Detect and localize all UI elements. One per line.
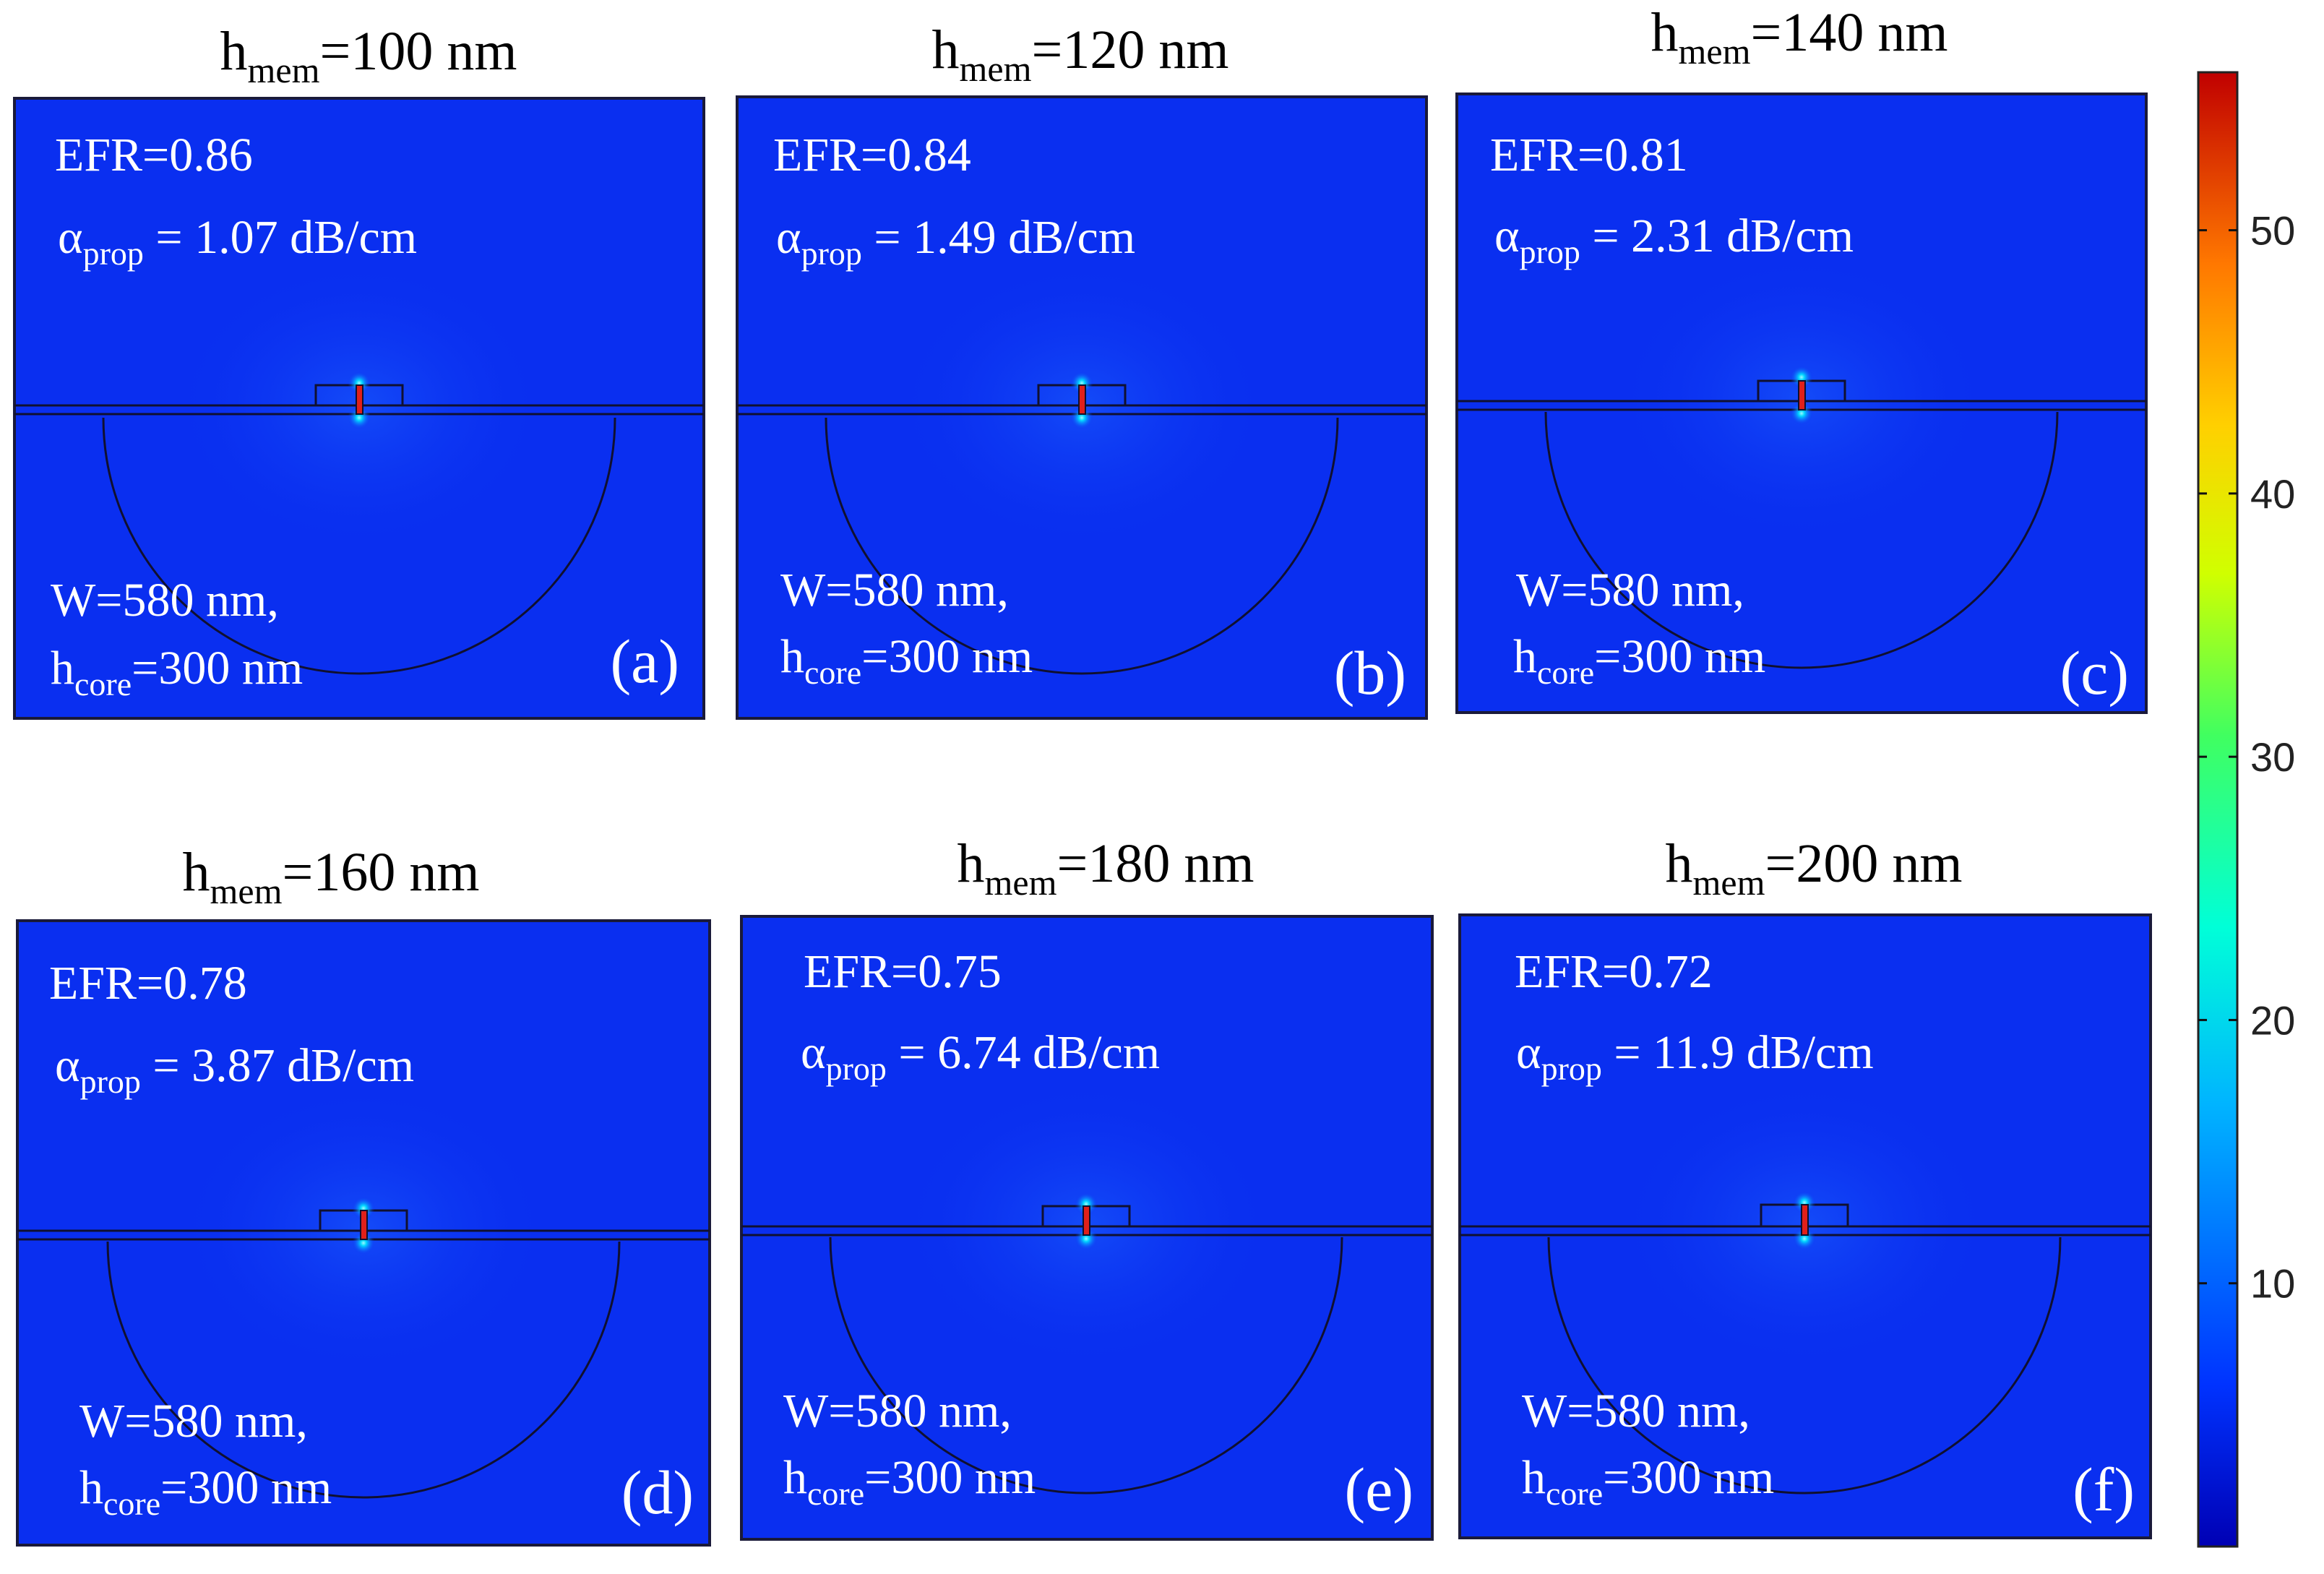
width-label: W=580 nm, <box>780 564 1009 616</box>
colorbar-tick-label: 40 <box>2250 471 2295 517</box>
slot-core <box>1801 1204 1809 1236</box>
substrate-boundary <box>829 1237 1343 1495</box>
slot-core <box>356 384 363 415</box>
colorbar-gradient <box>2197 71 2239 1548</box>
slot-core <box>1083 1205 1090 1236</box>
loss-label: αprop = 6.74 dB/cm <box>801 1026 1160 1087</box>
core-height-label: hcore=300 nm <box>79 1461 332 1522</box>
width-label: W=580 nm, <box>1522 1385 1750 1437</box>
panel-title: hmem=180 nm <box>957 833 1254 903</box>
width-label: W=580 nm, <box>51 574 279 627</box>
field-hotspot-top <box>352 1197 375 1220</box>
panel-title: hmem=160 nm <box>183 842 480 911</box>
colorbar-tick-label: 10 <box>2250 1261 2295 1307</box>
core-height-label: hcore=300 nm <box>780 630 1033 691</box>
colorbar-tick-label: 30 <box>2250 734 2295 780</box>
efr-label: EFR=0.78 <box>49 957 247 1010</box>
slot-core <box>360 1210 368 1240</box>
field-hotspot-top <box>1075 1192 1098 1216</box>
loss-label: αprop = 1.07 dB/cm <box>58 211 417 272</box>
efr-label: EFR=0.84 <box>773 129 971 181</box>
substrate-boundary <box>1544 411 2059 669</box>
loss-label: αprop = 3.87 dB/cm <box>55 1039 414 1100</box>
core-height-label: hcore=300 nm <box>1513 630 1765 691</box>
field-hotspot-bottom <box>1075 1227 1098 1250</box>
field-hotspot-top <box>1790 366 1813 389</box>
core-height-label: hcore=300 nm <box>1522 1451 1774 1512</box>
efr-label: EFR=0.86 <box>55 129 253 181</box>
panel-label: (e) <box>1345 1455 1413 1524</box>
loss-label: αprop = 11.9 dB/cm <box>1516 1026 1874 1087</box>
slot-core <box>1078 384 1086 415</box>
loss-label: αprop = 1.49 dB/cm <box>776 211 1135 272</box>
field-hotspot-top <box>1793 1191 1816 1214</box>
substrate-boundary <box>102 417 616 675</box>
field-hotspot-bottom <box>352 1231 375 1255</box>
panel-label: (f) <box>2073 1455 2135 1524</box>
core-height-label: hcore=300 nm <box>783 1451 1036 1512</box>
efr-label: EFR=0.75 <box>804 945 1002 998</box>
efr-label: EFR=0.81 <box>1490 129 1688 181</box>
core-height-label: hcore=300 nm <box>51 642 303 702</box>
panel-title: hmem=200 nm <box>1666 833 1963 903</box>
loss-label: αprop = 2.31 dB/cm <box>1494 210 1854 270</box>
substrate-boundary <box>825 417 1339 675</box>
colorbar-ticks: 50 40 30 20 10 <box>2198 208 2295 1307</box>
slot-core <box>1798 380 1806 410</box>
field-hotspot-top <box>348 371 371 395</box>
panel-label: (a) <box>611 627 679 696</box>
panel-label: (c) <box>2060 638 2129 708</box>
substrate-boundary <box>1547 1237 2062 1495</box>
panel-title: hmem=120 nm <box>932 20 1229 89</box>
efr-label: EFR=0.72 <box>1515 945 1713 998</box>
panel-title: hmem=100 nm <box>220 21 517 90</box>
panel-d: hmem=160 nm EFR=0.78 αprop = 3.87 dB/cm … <box>16 842 711 1547</box>
panel-c: hmem=140 nm EFR=0.81 αprop = 2.31 dB/cm … <box>1455 2 2148 714</box>
width-label: W=580 nm, <box>79 1395 308 1448</box>
panel-b: hmem=120 nm EFR=0.84 αprop = 1.49 dB/cm … <box>736 20 1428 720</box>
field-hotspot-bottom <box>1793 1227 1816 1250</box>
panel-label: (b) <box>1334 638 1406 708</box>
panel-f: hmem=200 nm EFR=0.72 αprop = 11.9 dB/cm … <box>1458 833 2152 1539</box>
width-label: W=580 nm, <box>783 1385 1012 1437</box>
field-hotspot-bottom <box>1790 402 1813 425</box>
panel-e: hmem=180 nm EFR=0.75 αprop = 6.74 dB/cm … <box>740 833 1434 1541</box>
colorbar-tick-label: 50 <box>2250 208 2295 254</box>
width-label: W=580 nm, <box>1516 564 1744 616</box>
panel-a: hmem=100 nm EFR=0.86 αprop = 1.07 dB/cm … <box>13 21 705 720</box>
colorbar: 50 40 30 20 10 <box>2197 71 2295 1548</box>
colorbar-tick-label: 20 <box>2250 997 2295 1043</box>
field-hotspot-bottom <box>1070 406 1093 429</box>
panel-title: hmem=140 nm <box>1651 2 1948 72</box>
substrate-boundary <box>106 1241 621 1499</box>
panel-label: (d) <box>621 1458 694 1527</box>
field-hotspot-top <box>1070 371 1093 395</box>
field-hotspot-bottom <box>348 406 371 429</box>
